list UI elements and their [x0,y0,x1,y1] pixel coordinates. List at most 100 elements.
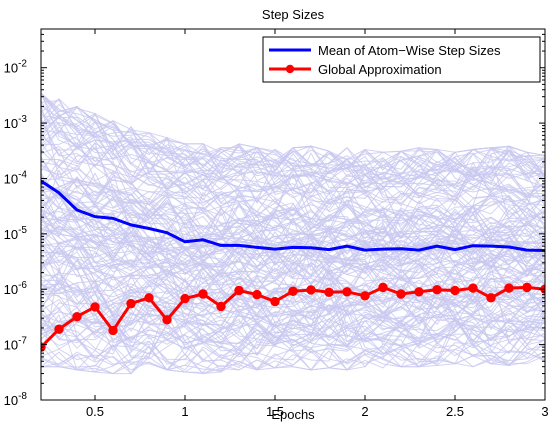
global-approximation-point [414,287,424,297]
atom-trajectory [41,204,545,266]
atom-trajectory [41,142,545,201]
global-approximation-point [162,315,172,325]
y-tick-label: 10-5 [4,225,28,242]
x-axis-ticks: 0.5 1 1.5 2 2.5 3 [86,29,549,419]
atom-trajectory [41,92,545,180]
atom-trajectory [41,261,545,316]
global-approximation-point [396,289,406,299]
plot-area-frame [40,28,546,401]
atom-trajectory [41,312,545,349]
atom-trajectory [41,246,545,297]
atom-trajectory [41,190,545,258]
atom-trajectory [41,153,545,235]
atom-trajectory [41,255,545,292]
global-approximation-point [198,289,208,299]
global-approximation-point [144,293,154,303]
legend-box [262,36,541,83]
atom-trajectory [41,225,545,292]
atom-trajectory [41,170,545,261]
atom-trajectory [41,278,545,327]
x-tick-label: 2.5 [446,404,464,419]
y-tick-label: 10-8 [4,391,28,408]
x-tick-label: 3 [541,404,548,419]
x-tick-label: 2 [361,404,368,419]
atom-trajectory [41,142,545,206]
global-approximation-point [180,293,190,304]
atom-trajectory [41,307,545,353]
global-approximation-point [378,282,388,293]
legend-marker-global [285,64,295,74]
series-lines [41,179,545,352]
global-approximation-point [432,285,442,295]
y-tick-label: 10-2 [4,59,28,76]
global-approximation-point [126,298,136,309]
atom-trajectory [41,115,545,191]
atom-trajectory [41,122,545,204]
global-approximation-point [522,282,532,293]
atom-trajectory [41,292,545,329]
atom-trajectory [41,247,545,296]
atom-trajectory [41,310,545,373]
y-tick-label: 10-6 [4,280,28,297]
global-approximation-point [72,311,82,322]
atom-trajectory [41,207,545,272]
atom-trajectory [41,349,545,375]
atom-trajectory [41,338,545,375]
atom-trajectory [41,268,545,327]
atom-trajectory [41,167,545,231]
atom-trajectory [41,296,545,359]
atom-trajectory [41,132,545,207]
atom-trajectory [41,266,545,367]
atom-trajectory [41,260,545,318]
atom-trajectory [41,92,545,172]
atom-trajectory [41,282,545,324]
global-approximation-point [468,283,478,293]
global-approximation-point [360,291,370,301]
atom-trajectory [41,172,545,234]
atom-trajectory [41,114,545,193]
y-tick-label: 10-7 [4,336,28,353]
atom-trajectory [41,224,545,283]
atom-trajectory [41,335,545,373]
legend-label-mean: Mean of Atom−Wise Step Sizes [318,43,501,58]
atom-trajectory [41,185,545,248]
atom-trajectory [41,159,545,212]
global-approximation-point [288,286,298,296]
atom-trajectory [41,311,545,350]
atom-trajectory [41,172,545,238]
x-tick-label: 0.5 [86,404,104,419]
atom-trajectory [41,216,545,278]
atom-trajectory [41,225,545,279]
global-approximation-point [450,285,460,296]
atom-trajectory [41,338,545,371]
mean-step-size-line [41,179,545,252]
global-approximation-point [108,325,118,336]
global-approximation-point [252,289,262,300]
global-approximation-point [504,283,514,293]
x-axis-label: Epochs [271,407,315,422]
atom-trajectory [41,225,545,279]
legend: Mean of Atom−Wise Step Sizes Global Appr… [262,36,541,83]
atom-trajectory [41,119,545,206]
atom-trajectory [41,216,545,273]
global-approximation-point [324,287,334,298]
atom-trajectory [41,126,545,199]
y-tick-label: 10-3 [4,114,28,131]
global-approximation-point [486,293,496,303]
atom-trajectory [41,219,545,266]
chart-title: Step Sizes [262,7,325,22]
atom-trajectory [41,94,545,175]
global-approximation-point [306,285,316,295]
global-approximation-point [54,324,64,334]
atom-trajectory [41,209,545,273]
atom-trajectory [41,305,545,357]
atom-trajectory [41,284,545,320]
y-axis-ticks: 10-8 10-7 10-6 10-5 10-4 10-3 10-2 [4,28,545,408]
global-approximation-point [270,296,280,307]
global-approximation-point [234,285,244,296]
global-approximation-point [90,302,100,312]
y-tick-label: 10-4 [4,169,28,186]
global-approximation-point [342,287,352,297]
atom-trajectory [41,141,545,244]
